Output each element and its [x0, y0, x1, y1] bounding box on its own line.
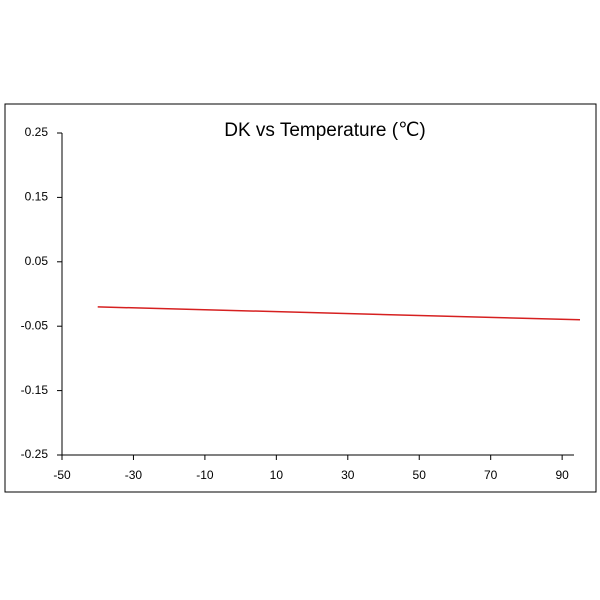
x-tick-label: 90: [555, 468, 569, 482]
x-tick-label: 50: [413, 468, 427, 482]
x-tick-label: -30: [125, 468, 143, 482]
x-tick-label: 10: [270, 468, 284, 482]
y-tick-label: -0.05: [21, 318, 49, 332]
y-tick-label: -0.15: [21, 383, 49, 397]
y-tick-label: -0.25: [21, 447, 49, 461]
y-tick-label: 0.05: [25, 254, 49, 268]
x-tick-label: 30: [341, 468, 355, 482]
y-tick-label: 0.25: [25, 125, 49, 139]
y-tick-label: 0.15: [25, 190, 49, 204]
data-line: [97, 306, 581, 321]
chart-frame: [4, 103, 597, 493]
x-tick-label: -50: [53, 468, 71, 482]
x-tick-label: -10: [196, 468, 214, 482]
x-tick-label: 70: [484, 468, 498, 482]
chart-title: DK vs Temperature (℃): [224, 120, 426, 141]
